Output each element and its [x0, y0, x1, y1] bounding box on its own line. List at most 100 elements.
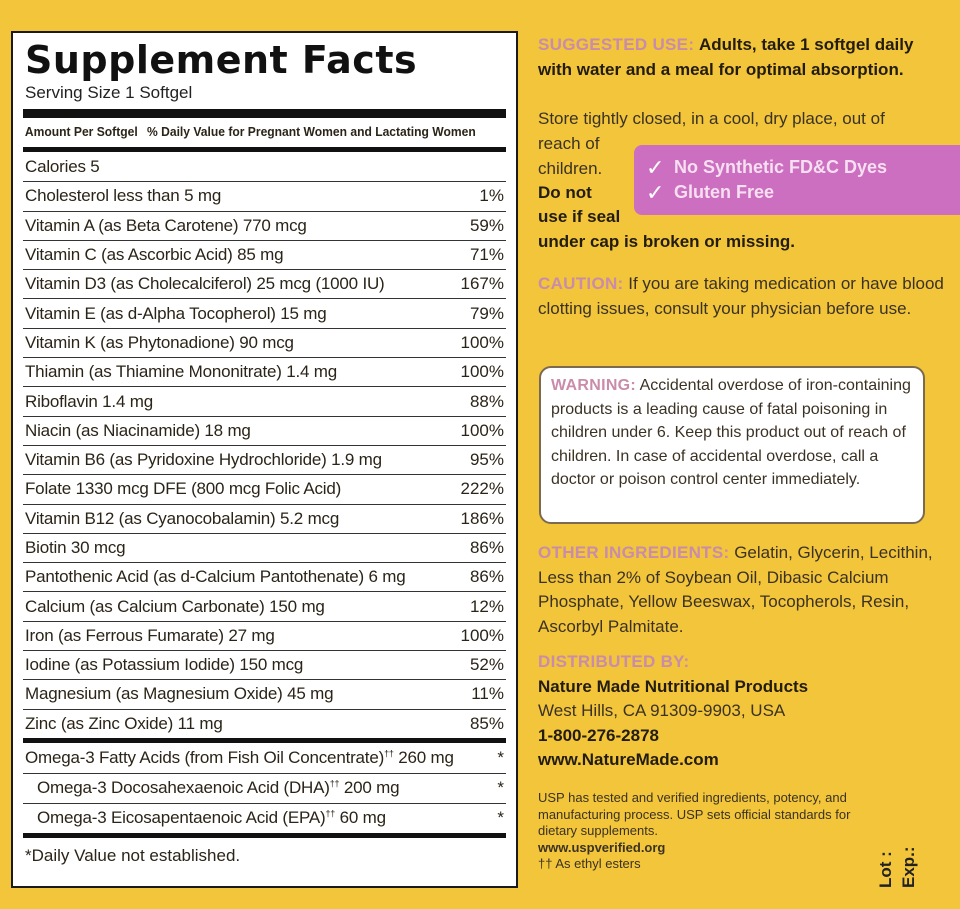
facts-title: Supplement Facts — [25, 38, 418, 82]
omega-row: Omega-3 Docosahexaenoic Acid (DHA)†† 200… — [23, 772, 506, 803]
nutrient-dv: 86% — [469, 538, 504, 557]
nutrient-row: Iodine (as Potassium Iodide) 150 mcg 52% — [23, 650, 506, 679]
nutrient-row: Vitamin C (as Ascorbic Acid) 85 mg 71% — [23, 239, 506, 269]
nutrient-name: Vitamin D3 (as Cholecalciferol) 25 mcg (… — [25, 274, 385, 294]
omega-name: Omega-3 Docosahexaenoic Acid (DHA)†† 200… — [37, 778, 400, 798]
omega-dv: * — [497, 808, 504, 828]
storage-wrap: reach of children. Do not — [538, 132, 638, 206]
suggested-use: SUGGESTED USE: Adults, take 1 softgel da… — [538, 33, 948, 82]
nutrient-name: Vitamin B12 (as Cyanocobalamin) 5.2 mcg — [25, 508, 340, 528]
dv-footnote: *Daily Value not established. — [25, 845, 241, 865]
nutrient-dv: 100% — [460, 625, 504, 645]
warning-text: Accidental overdose of iron-containing p… — [551, 377, 911, 488]
other-ingredients-label: OTHER INGREDIENTS: — [538, 543, 730, 562]
nutrient-name: Folate 1330 mcg DFE (800 mcg Folic Acid) — [25, 479, 342, 499]
nutrient-name: Calories 5 — [25, 156, 100, 176]
nutrient-name: Riboflavin 1.4 mg — [25, 391, 153, 411]
medium-rule — [23, 737, 506, 743]
company-phone: 1-800-276-2878 — [538, 725, 659, 745]
ethyl-ester-note: †† As ethyl esters — [538, 856, 641, 871]
nutrient-dv: 100% — [460, 362, 504, 382]
nutrient-row: Riboflavin 1.4 mg 88% — [23, 386, 506, 415]
storage-wrap-2: use if seal under cap is broken or missi… — [538, 205, 818, 254]
other-ingredients-text: Gelatin, Glycerin, Lecithin, Less than 2… — [538, 543, 933, 636]
nutrient-row: Vitamin K (as Phytonadione) 90 mcg 100% — [23, 327, 506, 357]
company-address: West Hills, CA 91309-9903, USA — [538, 701, 786, 720]
nutrient-row: Thiamin (as Thiamine Mononitrate) 1.4 mg… — [23, 357, 506, 386]
nutrient-dv: 59% — [469, 215, 504, 235]
nutrient-name: Vitamin C (as Ascorbic Acid) 85 mg — [25, 245, 284, 265]
suggested-use-label: SUGGESTED USE: — [538, 35, 695, 54]
omega-dv: * — [497, 778, 504, 798]
storage-line-2b: children. — [538, 158, 603, 178]
nutrient-name: Vitamin A (as Beta Carotene) 770 mcg — [25, 215, 307, 235]
dv-header: % Daily Value for Pregnant Women and Lac… — [147, 124, 476, 139]
usp-statement: USP has tested and verified ingredients,… — [538, 790, 858, 873]
check-icon: ✓ — [646, 179, 665, 205]
nutrient-dv: 100% — [460, 332, 504, 352]
nutrient-name: Calcium (as Calcium Carbonate) 150 mg — [25, 596, 325, 616]
claim-text: No Synthetic FD&C Dyes — [674, 157, 888, 177]
nutrient-name: Vitamin E (as d-Alpha Tocopherol) 15 mg — [25, 303, 327, 323]
nutrient-name: Vitamin B6 (as Pyridoxine Hydrochloride)… — [25, 450, 382, 470]
omega-row: Omega-3 Eicosapentaenoic Acid (EPA)†† 60… — [23, 802, 506, 833]
nutrient-dv: 186% — [460, 508, 504, 528]
claim-text: Gluten Free — [674, 182, 775, 202]
caution-label: CAUTION: — [538, 274, 624, 293]
lot-exp: Lot : Exp.: — [872, 846, 932, 888]
nutrient-name: Iodine (as Potassium Iodide) 150 mcg — [25, 655, 304, 675]
usp-text: USP has tested and verified ingredients,… — [538, 790, 851, 838]
nutrient-name: Iron (as Ferrous Fumarate) 27 mg — [25, 625, 275, 645]
nutrient-row: Niacin (as Niacinamide) 18 mg 100% — [23, 415, 506, 445]
nutrient-row: Folate 1330 mcg DFE (800 mcg Folic Acid)… — [23, 474, 506, 503]
facts-header-row: Amount Per Softgel % Daily Value for Pre… — [23, 118, 476, 147]
nutrient-dv: 88% — [469, 391, 504, 411]
nutrient-dv: 79% — [469, 303, 504, 323]
nutrient-row: Cholesterol less than 5 mg 1% — [23, 181, 506, 210]
nutrient-dv: 1% — [479, 186, 504, 206]
nutrient-dv: 86% — [469, 567, 504, 587]
nutrient-row: Vitamin B6 (as Pyridoxine Hydrochloride)… — [23, 444, 506, 474]
claim-row: ✓ Gluten Free — [646, 180, 960, 205]
claim-row: ✓ No Synthetic FD&C Dyes — [646, 155, 960, 180]
usp-website: www.uspverified.org — [538, 839, 666, 855]
nutrient-row: Vitamin D3 (as Cholecalciferol) 25 mcg (… — [23, 269, 506, 298]
storage-line-3b: use if seal — [538, 207, 621, 226]
nutrient-row: Magnesium (as Magnesium Oxide) 45 mg 11% — [23, 679, 506, 708]
nutrient-row: Pantothenic Acid (as d-Calcium Pantothen… — [23, 562, 506, 591]
storage-line-1: Store tightly closed, in a cool, dry pla… — [538, 109, 885, 128]
other-ingredients: OTHER INGREDIENTS: Gelatin, Glycerin, Le… — [538, 541, 948, 639]
nutrient-row: Vitamin A (as Beta Carotene) 770 mcg 59% — [23, 210, 506, 240]
nutrient-name: Magnesium (as Magnesium Oxide) 45 mg — [25, 684, 334, 704]
company-website: www.NatureMade.com — [538, 750, 719, 769]
nutrient-name: Vitamin K (as Phytonadione) 90 mcg — [25, 332, 294, 352]
nutrient-name: Thiamin (as Thiamine Mononitrate) 1.4 mg — [25, 362, 337, 382]
nutrient-row: Zinc (as Zinc Oxide) 11 mg 85% — [23, 708, 506, 738]
storage-line-3a: Do not — [538, 183, 592, 202]
amount-header: Amount Per Softgel — [24, 124, 138, 139]
nutrient-row: Biotin 30 mcg 86% — [23, 532, 506, 562]
omega-row: Omega-3 Fatty Acids (from Fish Oil Conce… — [23, 743, 506, 773]
nutrient-name: Biotin 30 mcg — [25, 538, 126, 557]
nutrient-dv: 100% — [460, 420, 504, 440]
lot-label: Lot : — [876, 851, 895, 888]
nutrient-name: Niacin (as Niacinamide) 18 mg — [25, 420, 251, 440]
distributed-by: DISTRIBUTED BY: Nature Made Nutritional … — [538, 650, 948, 773]
nutrient-dv: 85% — [469, 713, 504, 733]
exp-label: Exp.: — [899, 846, 918, 888]
nutrient-row: Vitamin B12 (as Cyanocobalamin) 5.2 mcg 1… — [23, 503, 506, 533]
nutrient-name: Pantothenic Acid (as d-Calcium Pantothen… — [25, 567, 406, 587]
storage-line-4: under cap is broken or missing. — [538, 231, 795, 251]
nutrient-dv: 11% — [471, 684, 504, 704]
nutrient-dv: 71% — [469, 245, 504, 265]
omega-name: Omega-3 Fatty Acids (from Fish Oil Conce… — [25, 747, 454, 767]
check-icon: ✓ — [646, 154, 665, 180]
distributed-label: DISTRIBUTED BY: — [538, 652, 690, 671]
nutrient-dv: 222% — [460, 479, 504, 499]
omega-dv: * — [497, 747, 504, 767]
caution: CAUTION: If you are taking medication or… — [538, 272, 948, 321]
nutrient-row: Vitamin E (as d-Alpha Tocopherol) 15 mg 7… — [23, 298, 506, 327]
nutrient-dv: 52% — [469, 655, 504, 675]
serving-size: Serving Size 1 Softgel — [25, 83, 193, 102]
nutrient-rows: Calories 5 Cholesterol less than 5 mg 1% … — [23, 152, 506, 738]
